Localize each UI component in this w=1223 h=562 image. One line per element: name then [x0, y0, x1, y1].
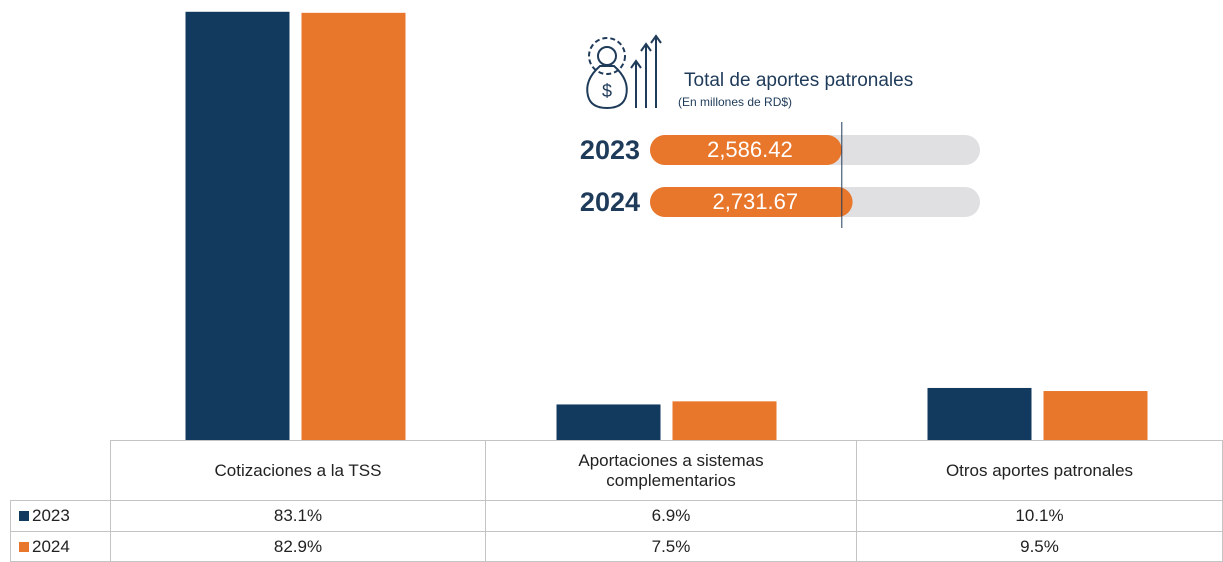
data-label: 7.5%	[485, 531, 857, 562]
category-label: Aportaciones a sistemas complementarios	[485, 440, 857, 501]
data-table: Cotizaciones a la TSS Aportaciones a sist…	[10, 440, 1223, 562]
bar	[672, 401, 777, 440]
bar	[927, 387, 1032, 440]
chart: $ Total de aportes patronales (En millon…	[185, 11, 1148, 440]
data-label: 82.9%	[110, 531, 486, 562]
inset-value-label: 2,586.42	[707, 137, 793, 162]
category-label: Otros aportes patronales	[856, 440, 1223, 501]
bar	[556, 404, 661, 440]
inset-value-label: 2,731.67	[712, 189, 798, 214]
inset-title: Total de aportes patronales	[684, 70, 913, 91]
inset-bar	[650, 135, 842, 165]
svg-text:$: $	[602, 81, 612, 101]
bar	[301, 12, 406, 440]
data-label: 10.1%	[856, 500, 1223, 532]
header-row: Cotizaciones a la TSS Aportaciones a sist…	[10, 440, 1223, 501]
inset-subtitle: (En millones de RD$)	[678, 95, 792, 109]
category-label: Cotizaciones a la TSS	[110, 440, 486, 501]
data-row: 2023 83.1% 6.9% 10.1%	[10, 500, 1223, 532]
legend-label: 2023	[32, 506, 70, 525]
data-label: 6.9%	[485, 500, 857, 532]
legend-swatch	[19, 541, 29, 552]
corner-cell	[10, 440, 111, 501]
data-label: 83.1%	[110, 500, 486, 532]
bar	[1043, 391, 1148, 440]
inset-year-label: 2024	[580, 187, 640, 217]
legend-swatch	[19, 511, 29, 521]
data-label: 9.5%	[856, 531, 1223, 562]
bar	[185, 11, 290, 440]
inset-bar	[650, 187, 853, 217]
inset-year-label: 2023	[580, 135, 640, 165]
inset-icon: $	[586, 34, 662, 110]
data-row: 2024 82.9% 7.5% 9.5%	[10, 531, 1223, 562]
legend-label: 2024	[32, 536, 70, 556]
legend-cell: 2023	[10, 500, 111, 532]
legend-cell: 2024	[10, 531, 111, 562]
